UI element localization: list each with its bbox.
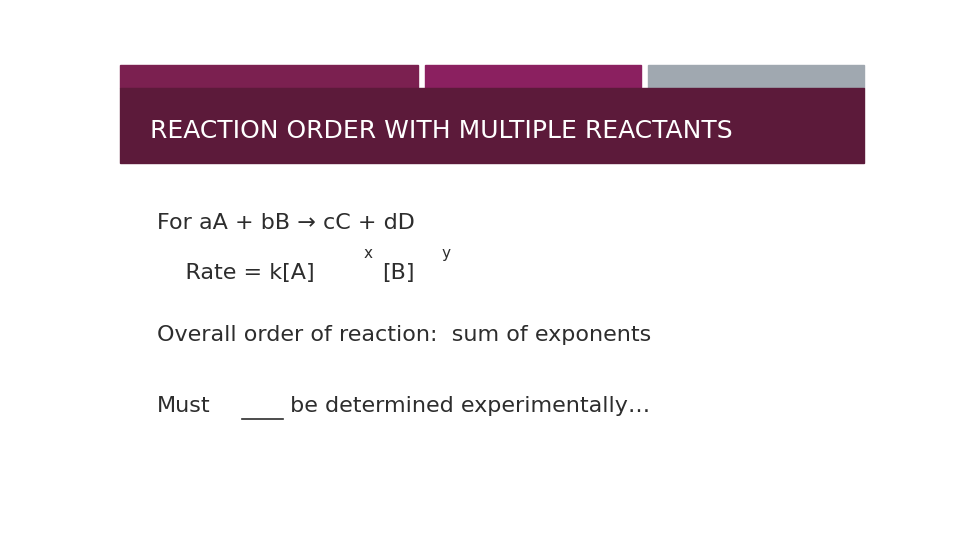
Text: Overall order of reaction:  sum of exponents: Overall order of reaction: sum of expone… [157, 325, 652, 345]
Bar [120, 65, 418, 87]
Text: [B]: [B] [382, 262, 415, 283]
Text: be determined experimentally…: be determined experimentally… [283, 396, 651, 416]
Text: Rate = k[A]: Rate = k[A] [157, 262, 315, 283]
Text: REACTION ORDER WITH MULTIPLE REACTANTS: REACTION ORDER WITH MULTIPLE REACTANTS [150, 119, 732, 143]
Text: y: y [441, 246, 450, 261]
Text: For aA + bB → cC + dD: For aA + bB → cC + dD [157, 213, 415, 233]
Bar [425, 65, 641, 87]
Bar [120, 87, 864, 163]
Bar [648, 65, 864, 87]
Text: Must: Must [157, 396, 211, 416]
Text: x: x [364, 246, 373, 261]
